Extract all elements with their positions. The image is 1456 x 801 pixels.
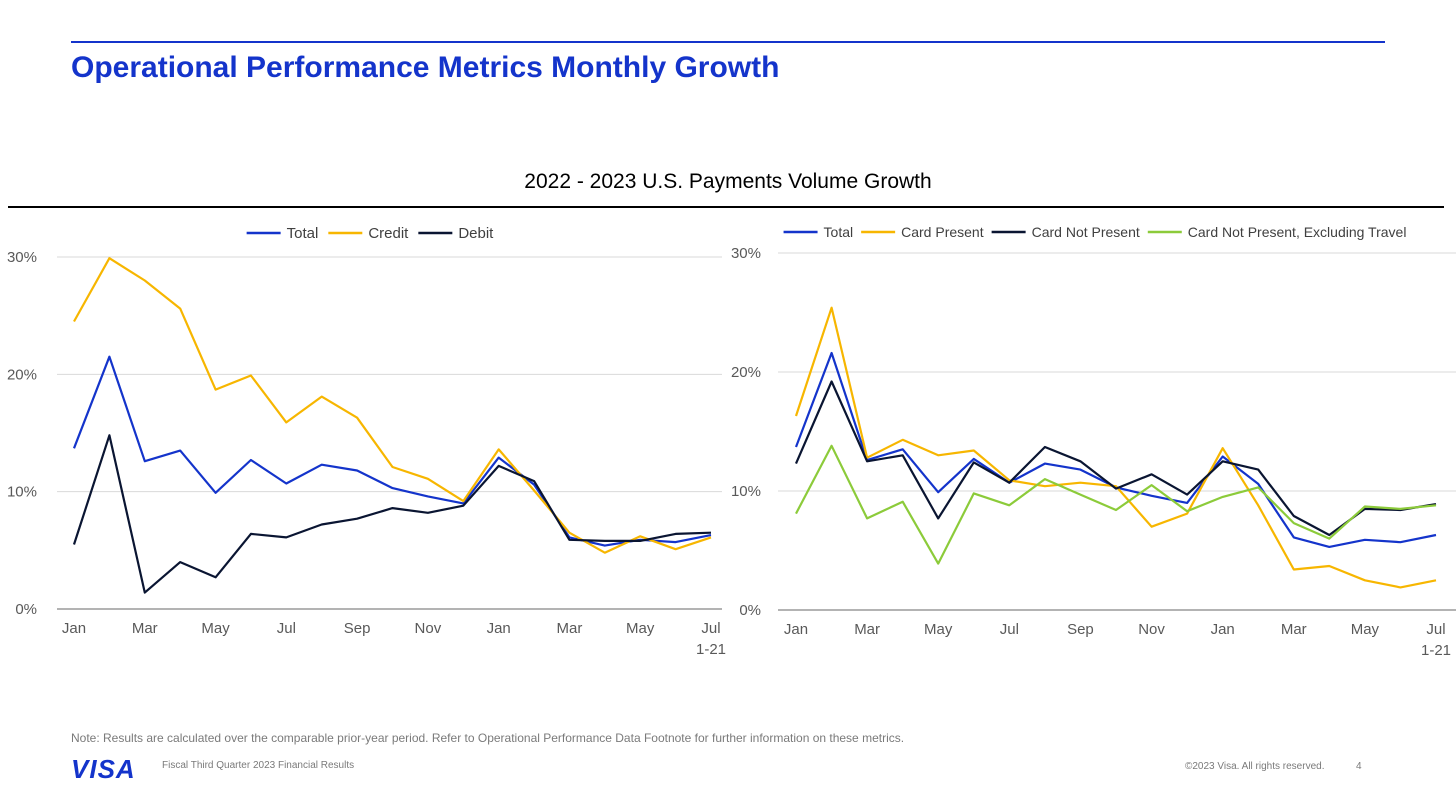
right-chart-svg: 0% 10% 20% 30% Jan Mar May Jul Sep Nov Jan Mar May Ju… (731, 224, 1456, 659)
legend-label: Total (287, 225, 319, 242)
y-tick-label: 30% (7, 249, 37, 266)
x-tick-label: Mar (557, 620, 583, 637)
x-tick-label: May (924, 621, 953, 638)
x-tick-label: Mar (854, 621, 880, 638)
x-tick-label: Sep (344, 620, 371, 637)
left-chart-svg: 0% 10% 20% 30% Jan Mar May Jul Sep Nov Jan Mar May Ju… (7, 225, 726, 658)
y-tick-label: 20% (731, 364, 761, 381)
x-tick-label: Jul (1000, 621, 1019, 638)
series-line-total (72, 355, 712, 547)
legend-label: Card Not Present (1032, 224, 1140, 240)
section-title: 2022 - 2023 U.S. Payments Volume Growth (524, 170, 932, 193)
legend-label: Debit (458, 225, 494, 242)
x-tick-label: Sep (1067, 621, 1094, 638)
x-tick-label: May (626, 620, 655, 637)
x-tick-label: May (201, 620, 230, 637)
footer-copyright: ©2023 Visa. All rights reserved. (1185, 761, 1325, 772)
series-line-card-not-present-excluding-travel (795, 444, 1437, 565)
y-tick-label: 30% (731, 245, 761, 262)
legend: Total Card Present Card Not Present Card No… (783, 224, 1407, 240)
legend-label: Credit (368, 225, 409, 242)
x-tick-label: Jan (487, 620, 511, 637)
legend-label: Card Not Present, Excluding Travel (1188, 224, 1407, 240)
y-tick-label: 10% (731, 483, 761, 500)
x-tick-label: Jul (277, 620, 296, 637)
x-tick-label: Jul (701, 620, 720, 637)
visa-logo: VISA (71, 754, 136, 784)
legend-label: Total (824, 224, 854, 240)
legend: Total Credit Debit (246, 225, 494, 242)
left-line-chart: 0% 10% 20% 30% Jan Mar May Jul Sep Nov Jan Mar May Ju… (0, 215, 728, 665)
x-tick-sublabel: 1-21 (1421, 642, 1451, 659)
title-rule (71, 41, 1385, 43)
x-tick-label: Mar (1281, 621, 1307, 638)
footnote: Note: Results are calculated over the co… (71, 731, 905, 745)
series-line-card-present (794, 306, 1437, 589)
page-number: 4 (1356, 761, 1362, 772)
right-line-chart: 0% 10% 20% 30% Jan Mar May Jul Sep Nov Jan Mar May Ju… (728, 215, 1456, 665)
footer-report-name: Fiscal Third Quarter 2023 Financial Resu… (162, 760, 355, 771)
x-tick-label: Jan (1211, 621, 1235, 638)
x-tick-label: Jan (784, 621, 808, 638)
x-tick-label: Jul (1426, 621, 1445, 638)
x-tick-label: May (1351, 621, 1380, 638)
x-tick-label: Nov (1138, 621, 1165, 638)
series-line-card-not-present (794, 380, 1437, 537)
x-tick-sublabel: 1-21 (696, 641, 726, 658)
series-line-total (794, 351, 1437, 548)
y-tick-label: 0% (739, 602, 761, 619)
y-tick-label: 20% (7, 366, 37, 383)
series-line-credit (73, 257, 712, 554)
legend-label: Card Present (901, 224, 984, 240)
y-tick-label: 0% (15, 601, 37, 618)
x-tick-label: Nov (415, 620, 442, 637)
y-tick-label: 10% (7, 484, 37, 501)
x-tick-label: Jan (62, 620, 86, 637)
page-title: Operational Performance Metrics Monthly … (71, 51, 780, 84)
section-rule (8, 206, 1444, 208)
series-line-debit (72, 434, 712, 594)
x-tick-label: Mar (132, 620, 158, 637)
